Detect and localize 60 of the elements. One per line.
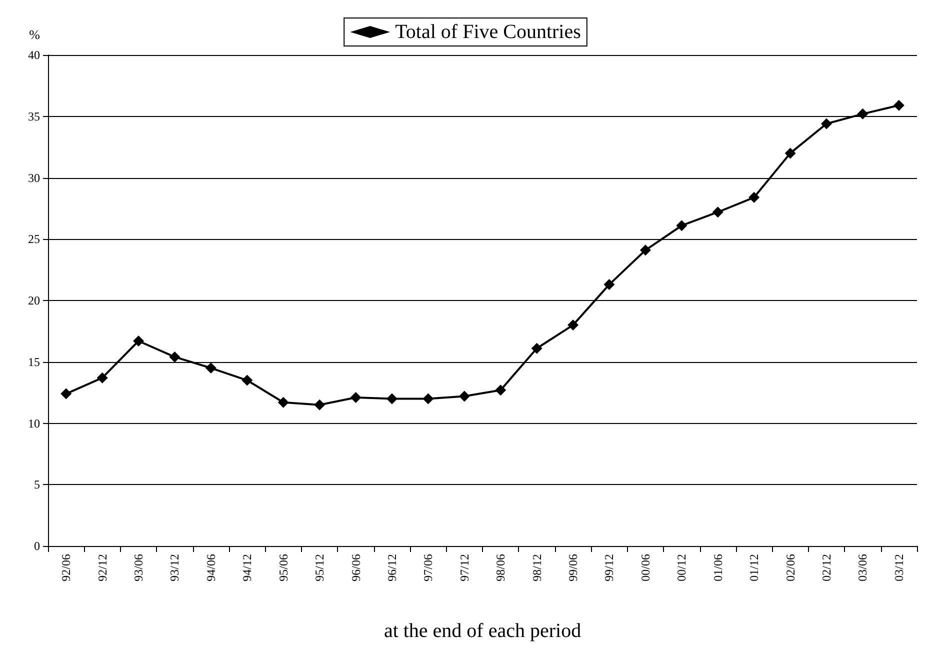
x-tick-label: 00/12 <box>674 554 689 582</box>
x-tick-label: 96/12 <box>384 554 399 582</box>
x-tick-label: 95/06 <box>276 554 290 582</box>
y-tick-label: 5 <box>34 478 40 492</box>
x-tick-label: 01/12 <box>747 554 762 582</box>
y-axis-title: % <box>29 27 40 42</box>
x-tick-label: 94/06 <box>204 554 218 582</box>
legend-label: Total of Five Countries <box>395 21 582 43</box>
point <box>458 390 470 402</box>
y-tick-label: 20 <box>28 294 40 308</box>
x-tick-label: 98/12 <box>530 554 544 582</box>
x-tick-label: 99/12 <box>602 554 616 582</box>
point <box>386 393 398 404</box>
point <box>60 388 72 400</box>
x-tick-label: 93/06 <box>132 554 146 582</box>
point <box>604 279 615 290</box>
y-tick-label: 30 <box>28 170 40 185</box>
point <box>278 396 289 408</box>
point <box>748 192 760 203</box>
point <box>712 206 724 218</box>
point <box>893 100 904 111</box>
x-tick-label: 95/12 <box>312 554 327 582</box>
point <box>531 342 542 354</box>
y-tick-label: 15 <box>28 354 40 369</box>
point <box>820 118 832 130</box>
x-tick-label: 03/06 <box>856 554 870 582</box>
x-tick-label: 01/06 <box>710 554 725 582</box>
point <box>96 372 108 384</box>
x-tick-label: 02/12 <box>819 554 834 582</box>
x-tick-label: 99/06 <box>566 554 580 582</box>
point <box>314 399 326 410</box>
point <box>568 320 579 331</box>
y-tick-label: 25 <box>28 232 40 246</box>
point <box>350 392 362 403</box>
x-tick-label: 93/12 <box>168 554 182 582</box>
x-tick-label: 92/06 <box>59 554 74 582</box>
point <box>640 244 651 256</box>
x-tick-label: 00/06 <box>638 554 652 582</box>
y-tick-label: 40 <box>28 48 40 62</box>
point <box>857 108 868 120</box>
point <box>422 393 434 404</box>
x-tick-label: 97/12 <box>457 554 472 582</box>
point <box>169 351 180 362</box>
point <box>242 374 253 386</box>
y-tick-label: 35 <box>28 109 40 124</box>
point <box>676 220 688 232</box>
x-tick-label: 98/06 <box>494 554 508 582</box>
x-tick-label: 02/06 <box>783 554 798 582</box>
point <box>205 362 216 374</box>
x-tick-label: 03/12 <box>892 554 906 582</box>
y-tick-label: 0 <box>34 539 40 553</box>
x-tick-label: 92/12 <box>95 554 110 582</box>
x-axis-title: at the end of each period <box>384 620 582 642</box>
x-tick-label: 96/06 <box>348 554 363 582</box>
x-tick-label: 94/12 <box>240 554 254 582</box>
y-tick-label: 10 <box>28 416 40 430</box>
point <box>495 384 506 396</box>
point <box>784 148 796 159</box>
x-tick-label: 97/06 <box>421 554 436 582</box>
point <box>133 336 144 347</box>
